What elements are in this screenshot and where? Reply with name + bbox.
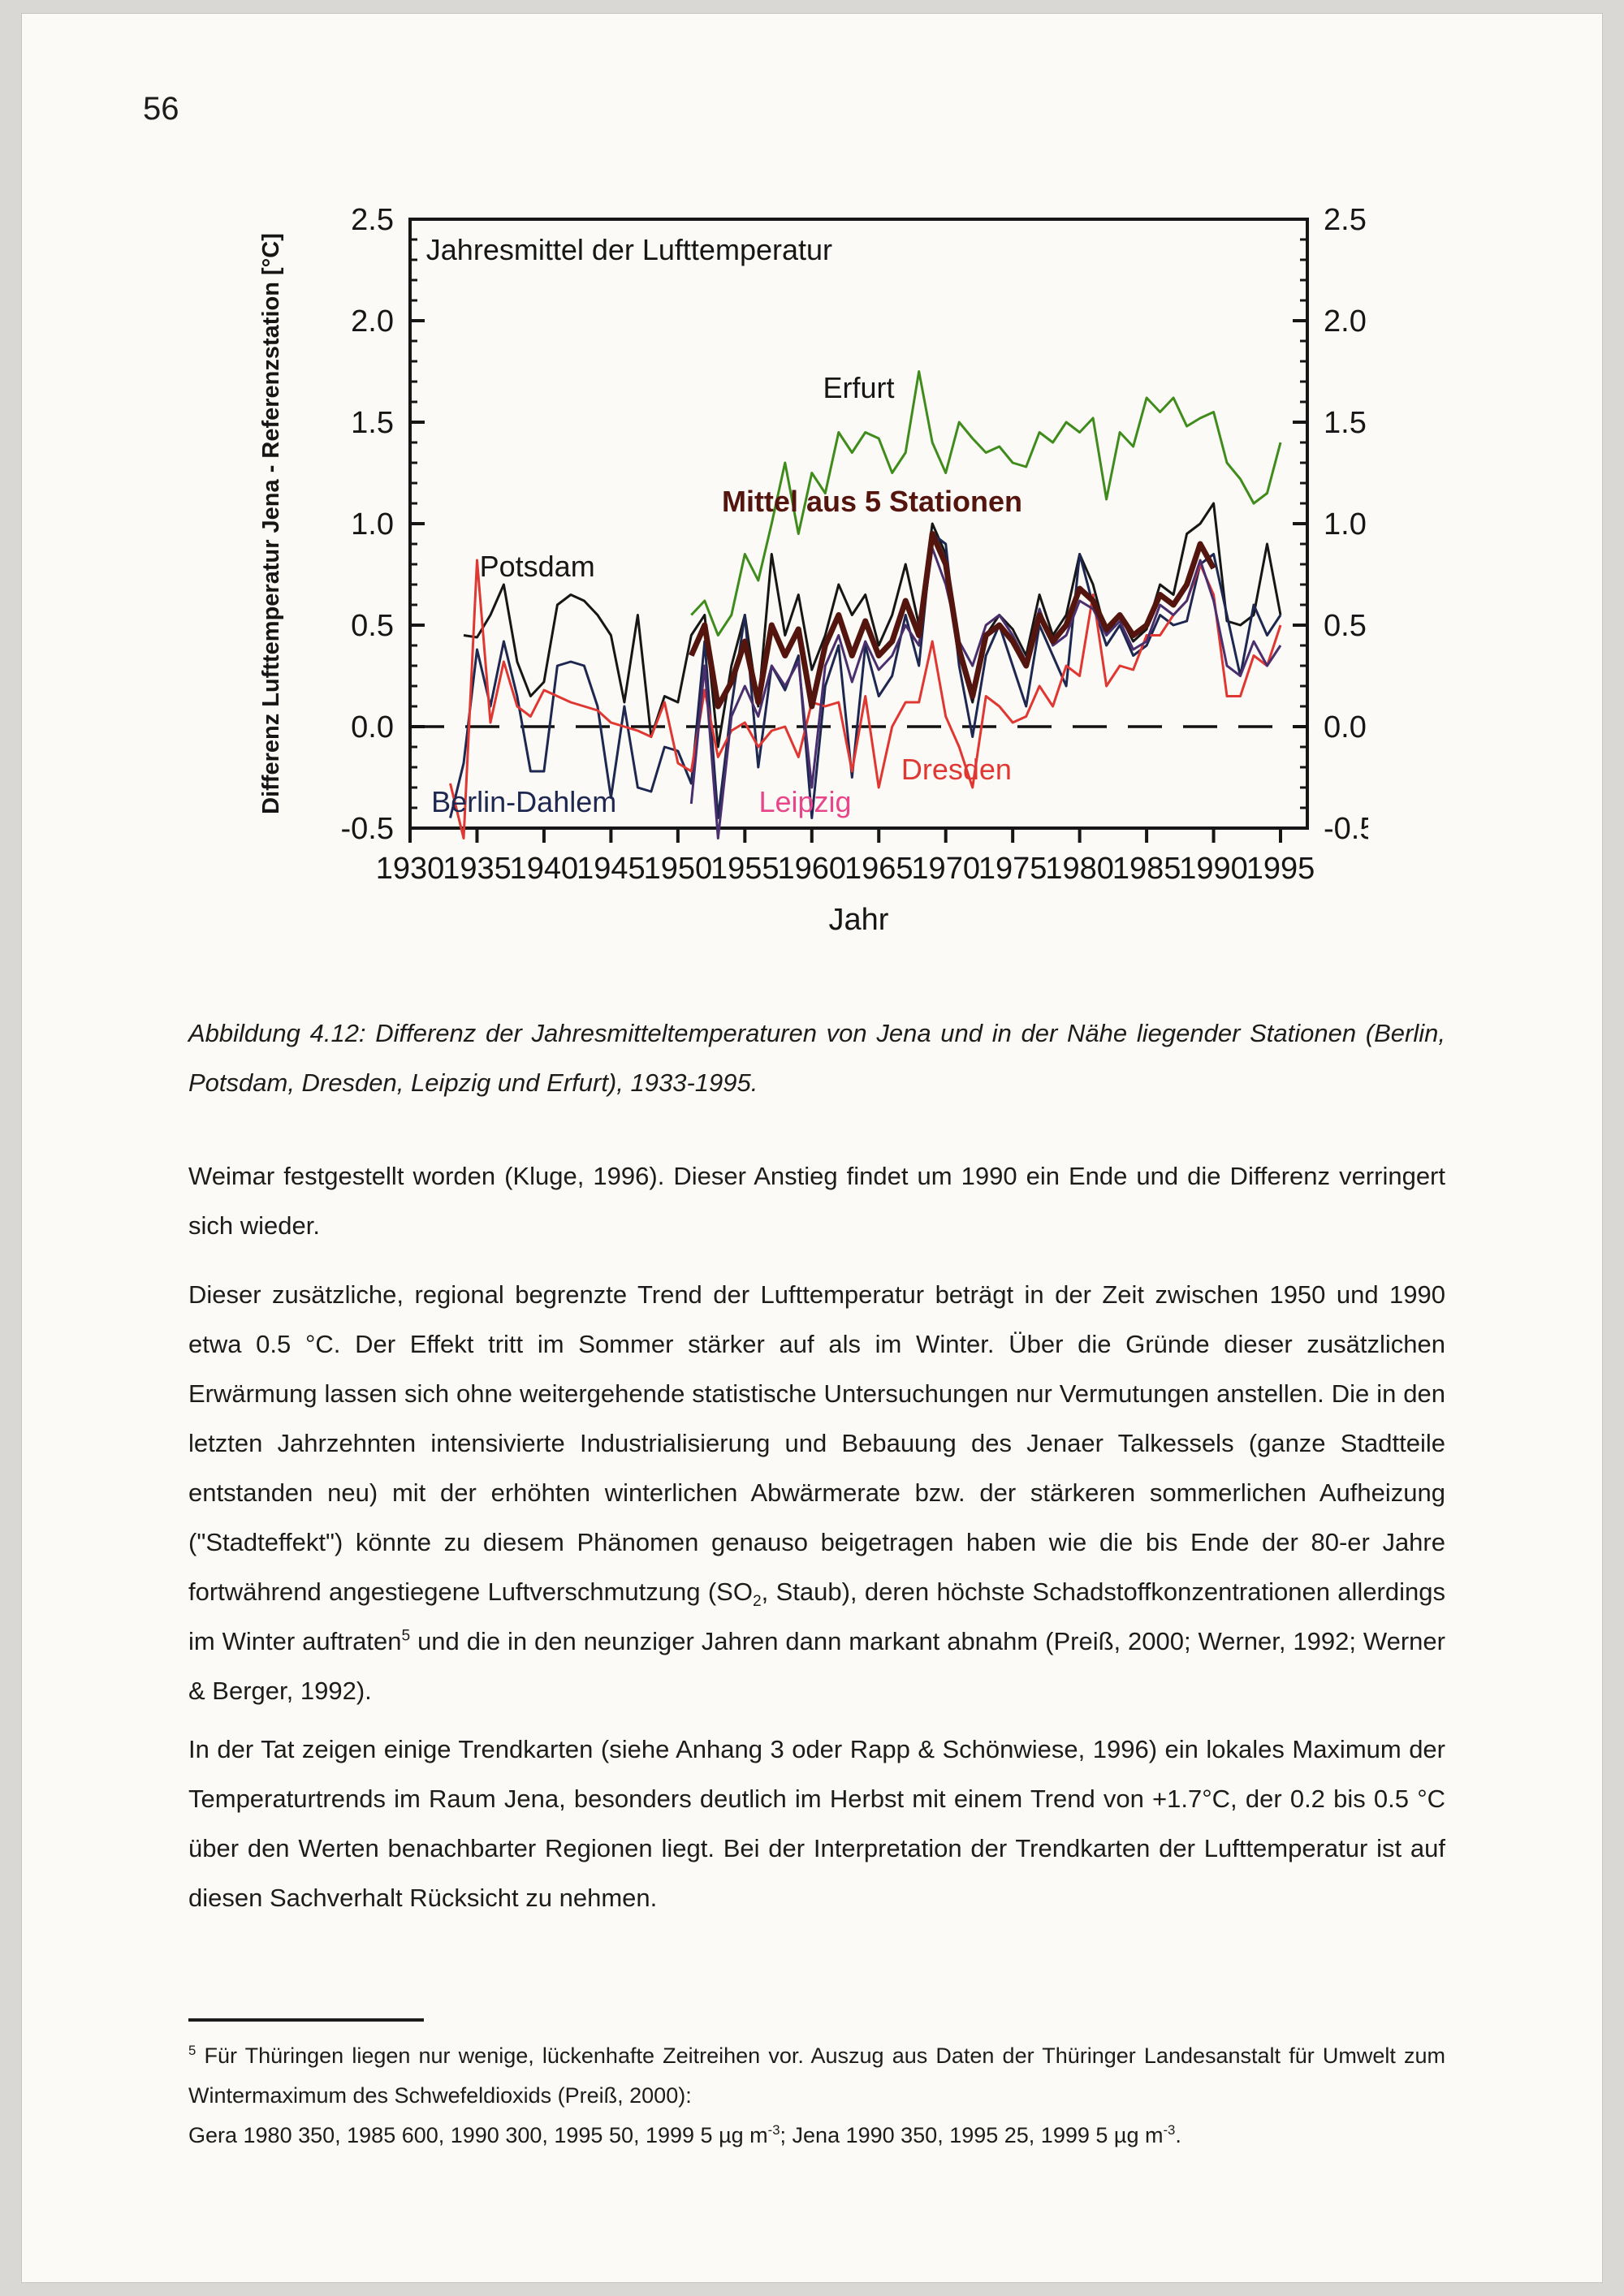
y-axis-title: Differenz Lufttemperatur Jena - Referenz… [258, 233, 284, 814]
page-number: 56 [143, 91, 179, 127]
y-tick-label-right: 2.5 [1324, 203, 1367, 237]
figure-chart: -0.5 -0.5 0.0 0.0 0.5 0.5 1.0 1.0 1.5 1.5 2.0 2.0 2.… [258, 203, 1368, 937]
footnote-data: Gera 1980 350, 1985 600, 1990 300, 1995 … [188, 2122, 1181, 2147]
x-tick-label: 1975 [978, 852, 1047, 886]
y-tick-label-left: 1.0 [351, 507, 394, 542]
x-tick-label: 1965 [844, 852, 914, 886]
chart-label: Mittel aus 5 Stationen [722, 485, 1022, 518]
x-tick-label: 1960 [778, 852, 847, 886]
series-potsdam [463, 502, 1282, 749]
footnote-rule [188, 2018, 424, 2022]
chart-label: Dresden [901, 753, 1012, 786]
series-mittel-aus-5-stationen [689, 531, 1216, 710]
x-tick-label: 1980 [1045, 852, 1114, 886]
series-leipzig [689, 546, 1282, 839]
x-tick-label: 1935 [443, 852, 512, 886]
y-tick-label-right: 0.5 [1324, 609, 1367, 643]
chart-label: Potsdam [480, 550, 595, 583]
figure-caption: Abbildung 4.12: Differenz der Jahresmitt… [188, 1019, 1445, 1097]
chart-label: Jahresmittel der Lufttemperatur [426, 233, 832, 266]
body-paragraph-2: Dieser zusätzliche, regional begrenzte T… [188, 1280, 1445, 1705]
series-dresden [449, 559, 1282, 839]
x-tick-label: 1955 [710, 852, 780, 886]
y-tick-label-right: -0.5 [1324, 812, 1368, 846]
y-tick-label-right: 2.0 [1324, 304, 1367, 339]
y-tick-label-left: 2.5 [351, 203, 394, 237]
body-paragraph-3: In der Tat zeigen einige Trendkarten (si… [188, 1735, 1445, 1912]
chart-label: Leipzig [758, 785, 851, 818]
y-tick-label-left: 1.5 [351, 406, 394, 440]
x-tick-label: 1990 [1179, 852, 1248, 886]
page: 56 -0.5 -0.5 0.0 0.0 0.5 0.5 1.0 1.0 1.5 1.5 2.0 2.… [21, 13, 1603, 2283]
series-erfurt [690, 370, 1282, 637]
y-tick-label-right: 1.5 [1324, 406, 1367, 440]
y-tick-label-left: 2.0 [351, 304, 394, 339]
x-tick-label: 1945 [577, 852, 646, 886]
x-tick-label: 1930 [376, 852, 445, 886]
x-tick-label: 1985 [1112, 852, 1181, 886]
y-tick-label-left: 0.5 [351, 609, 394, 643]
x-axis-title: Jahr [829, 903, 889, 937]
x-tick-label: 1970 [911, 852, 980, 886]
body-paragraph-1: Weimar festgestellt worden (Kluge, 1996)… [188, 1162, 1445, 1240]
y-tick-label-left: -0.5 [341, 812, 394, 846]
x-tick-label: 1995 [1246, 852, 1315, 886]
y-tick-label-left: 0.0 [351, 710, 394, 744]
x-tick-label: 1940 [510, 852, 579, 886]
y-tick-label-right: 0.0 [1324, 710, 1367, 744]
chart-label: Berlin-Dahlem [431, 785, 616, 818]
footnote-text: 5 Für Thüringen liegen nur wenige, lücke… [188, 2043, 1445, 2108]
footnote: 5 Für Thüringen liegen nur wenige, lücke… [188, 2036, 1445, 2156]
y-tick-label-right: 1.0 [1324, 507, 1367, 542]
x-tick-label: 1950 [644, 852, 713, 886]
chart-label: Erfurt [823, 371, 894, 404]
